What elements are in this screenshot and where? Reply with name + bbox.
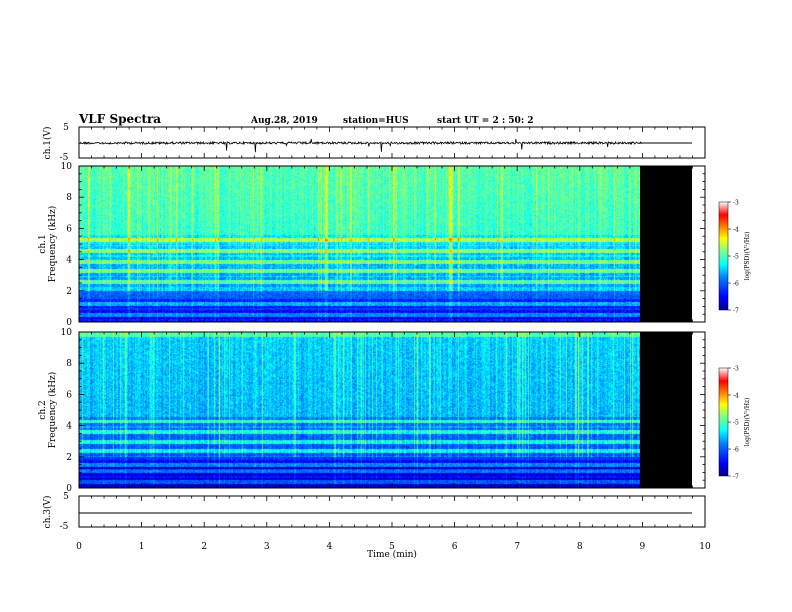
time-axis-label: Time (min)	[367, 549, 417, 560]
ch1-colorbar	[718, 201, 729, 311]
time-tick-label: 10	[699, 542, 711, 552]
ch2-spec-label-freq: Frequency (kHz)	[47, 372, 58, 449]
colorbar-tick-label: -4	[733, 393, 739, 400]
ch1-colorbar-label: log(PSD)(V²/Hz)	[744, 232, 751, 281]
ch1-freq-axis: 0 2 4 6 8 10	[61, 162, 705, 328]
ch2-no-data-region	[640, 332, 692, 488]
time-tick-label: 7	[514, 542, 520, 552]
time-tick-label: 3	[264, 542, 270, 552]
ch1-spec-label-freq: Frequency (kHz)	[47, 206, 58, 283]
colorbar-tick-label: -7	[733, 474, 739, 481]
ch1-spectrogram-image	[79, 166, 640, 322]
ch2-spectrogram-image	[79, 332, 640, 488]
colorbar-tick-label: -5	[733, 420, 739, 427]
ch1-ytick-bottom: -5	[60, 153, 69, 163]
ch1-waveform-line	[78, 138, 643, 153]
ch3-waveform-frame	[78, 495, 706, 528]
freq-tick-label: 10	[61, 162, 73, 172]
colorbar-tick-label: -5	[733, 254, 739, 261]
colorbar-tick-label: -4	[733, 227, 739, 234]
ch2-colorbar-label: log(PSD)(V²/Hz)	[744, 398, 751, 447]
colorbar-tick-label: -6	[733, 281, 739, 288]
ch1-ylabel: ch.1(V)	[42, 127, 53, 160]
colorbar-tick-label: -7	[733, 308, 739, 315]
freq-tick-label: 10	[61, 328, 73, 338]
time-axis: 0 1 2 3 4 5 6 7 8 9 10	[76, 127, 711, 552]
colorbar-tick-label: -3	[733, 200, 739, 207]
time-tick-label: 5	[389, 542, 395, 552]
figure-title: VLF Spectra	[78, 112, 161, 126]
freq-tick-label: 6	[66, 390, 72, 400]
ch1-spec-label-channel: ch.1	[38, 234, 48, 253]
ch3-waveform-panel: 5 -5 ch.3(V)	[42, 492, 706, 532]
time-tick-label: 1	[139, 542, 145, 552]
start-time-label: start UT = 2 : 50: 2	[437, 116, 534, 126]
time-tick-label: 6	[452, 542, 458, 552]
time-tick-label: 8	[577, 542, 583, 552]
ch3-ylabel: ch.3(V)	[42, 496, 53, 529]
time-tick-label: 9	[640, 542, 646, 552]
ch2-freq-axis: 0 2 4 6 8 10	[61, 328, 705, 494]
freq-tick-label: 8	[66, 193, 72, 203]
colorbar-tick-label: -6	[733, 447, 739, 454]
ch1-colorbar-ticks: -3 -4 -5 -6 -7	[728, 200, 739, 315]
ch1-waveform-panel: 5 -5 ch.1(V)	[42, 123, 706, 163]
time-tick-label: 0	[76, 542, 82, 552]
station-label: station=HUS	[343, 116, 409, 126]
ch2-spec-label-channel: ch.2	[38, 400, 48, 419]
freq-tick-label: 8	[66, 359, 72, 369]
freq-tick-label: 4	[66, 256, 72, 266]
ch1-no-data-region	[640, 166, 692, 322]
freq-tick-label: 0	[66, 318, 72, 328]
time-tick-label: 2	[201, 542, 207, 552]
freq-tick-label: 0	[66, 484, 72, 494]
ch3-ytick-top: 5	[63, 492, 69, 502]
ch1-ytick-top: 5	[63, 123, 69, 133]
ch3-ytick-bottom: -5	[60, 522, 69, 532]
date-label: Aug.28, 2019	[250, 116, 318, 126]
colorbar-tick-label: -3	[733, 366, 739, 373]
freq-tick-label: 6	[66, 224, 72, 234]
time-tick-label: 4	[327, 542, 333, 552]
freq-tick-label: 2	[66, 453, 72, 463]
freq-tick-label: 2	[66, 287, 72, 297]
ch2-colorbar-ticks: -3 -4 -5 -6 -7	[728, 366, 739, 481]
freq-tick-label: 4	[66, 422, 72, 432]
ch2-colorbar	[718, 367, 729, 477]
